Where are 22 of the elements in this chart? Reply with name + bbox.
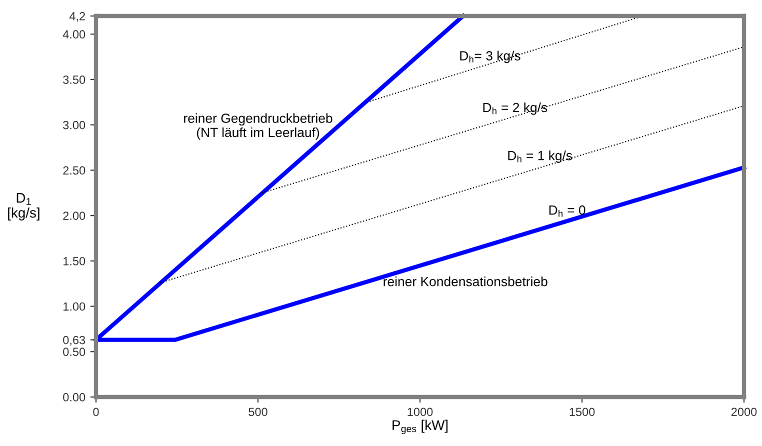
annotation: D$_{h}$ = 1 kg/s <box>508 150 572 163</box>
y-tick-label: 1.00 <box>64 302 86 311</box>
annotation: reiner Kondensationsbetrieb <box>384 276 548 286</box>
x-axis-title: P$_{ges}$ [kW] <box>392 420 448 434</box>
x-tick-label: 0 <box>93 408 99 416</box>
y-tick-label: 3.00 <box>63 120 86 130</box>
y-tick-label: 1.50 <box>64 256 86 266</box>
annotation: D$_{h}$ = 0 <box>549 205 586 217</box>
y-tick-label: 2.50 <box>63 166 86 175</box>
y-tick-label: 4,2 <box>69 12 85 22</box>
x-tick-label: 500 <box>248 408 268 416</box>
x-tick-label: 1000 <box>408 408 433 416</box>
x-tick-label: 1500 <box>570 408 595 416</box>
x-tick-label: 2000 <box>731 408 757 416</box>
y-tick-label: 0,63 <box>63 336 86 346</box>
y-tick-label: 2.00 <box>63 212 86 220</box>
annotation: reiner Gegendruckbetrieb (NT läuft im Leerlauf) <box>184 113 332 140</box>
y-tick-label: 0.50 <box>63 348 86 356</box>
y-tick-label: 4.00 <box>62 30 86 39</box>
y-tick-label: 3.50 <box>63 76 86 84</box>
y-axis-title: D$_{1}$ [kg/s] <box>8 193 40 220</box>
y-tick-label: 0.00 <box>63 393 86 402</box>
